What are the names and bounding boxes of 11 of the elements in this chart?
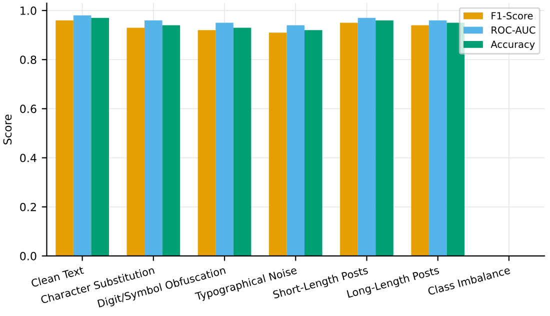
y-axis-title: Score (3, 114, 12, 144)
legend-label: ROC-AUC (492, 26, 536, 34)
y-tick-label: 0.2 (20, 202, 36, 212)
legend-label: F1-Score (492, 12, 533, 20)
y-tick-label: 0.6 (20, 104, 36, 114)
legend-label: Accuracy (490, 40, 535, 50)
y-tick-label: 1.0 (20, 6, 36, 15)
x-tick-label: Clean Text (30, 266, 84, 288)
y-tick-label: 0.8 (20, 56, 36, 64)
y-tick-label: 0.4 (20, 154, 36, 162)
y-tick-label: 0.0 (20, 252, 36, 260)
